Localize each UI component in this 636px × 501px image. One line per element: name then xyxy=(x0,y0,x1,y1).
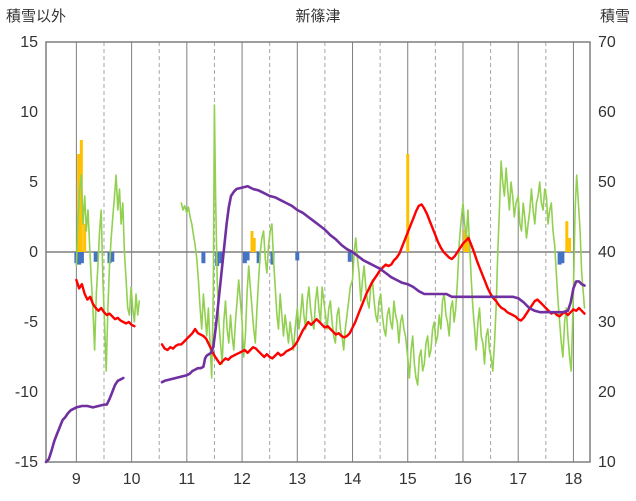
left-axis-title: 積雪以外 xyxy=(6,8,67,25)
plot-border xyxy=(45,41,591,463)
purple-line xyxy=(44,376,125,464)
y-right-tick-label: 20 xyxy=(598,384,616,401)
red-line xyxy=(160,203,586,366)
x-tick-label: 15 xyxy=(399,471,417,488)
y-left-tick-label: 0 xyxy=(29,244,38,261)
y-left-tick-label: 10 xyxy=(20,104,38,121)
x-tick-label: 16 xyxy=(454,471,472,488)
y-left-tick-label: -15 xyxy=(15,454,38,471)
right-axis-title: 積雪 xyxy=(599,8,630,25)
y-right-tick-label: 30 xyxy=(598,314,616,331)
y-right-tick-label: 10 xyxy=(598,454,616,471)
y-right-tick-label: 40 xyxy=(598,244,616,261)
x-tick-label: 9 xyxy=(72,471,81,488)
x-tick-label: 17 xyxy=(509,471,527,488)
y-right-tick-label: 50 xyxy=(598,174,616,191)
y-left-tick-label: 5 xyxy=(29,174,38,191)
y-right-tick-label: 70 xyxy=(598,34,616,51)
x-tick-label: 14 xyxy=(344,471,362,488)
purple-line xyxy=(160,184,586,384)
x-tick-label: 10 xyxy=(123,471,141,488)
red-line xyxy=(75,278,136,328)
chart-title: 新篠津 xyxy=(295,8,341,25)
y-left-tick-label: -5 xyxy=(24,314,38,331)
y-left-tick-label: 15 xyxy=(20,34,38,51)
x-tick-label: 18 xyxy=(565,471,583,488)
x-tick-label: 13 xyxy=(288,471,306,488)
green-line xyxy=(75,174,141,372)
x-tick-label: 12 xyxy=(233,471,251,488)
green-line xyxy=(180,104,586,386)
x-tick-label: 11 xyxy=(179,471,196,488)
y-left-tick-label: -10 xyxy=(15,384,38,401)
y-right-tick-label: 60 xyxy=(598,104,616,121)
